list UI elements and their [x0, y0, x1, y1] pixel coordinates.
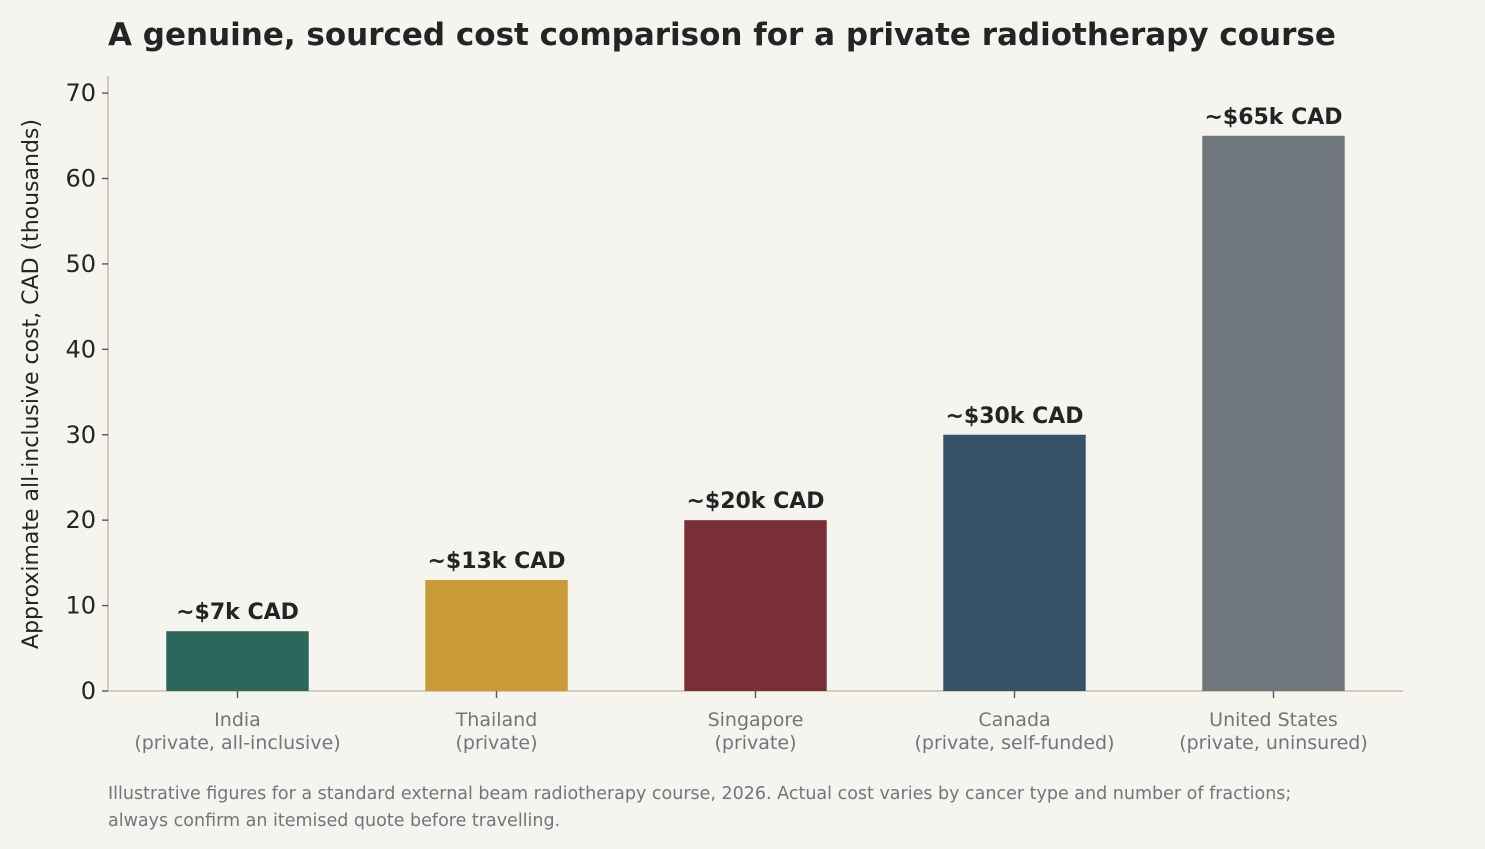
x-tick-line: Canada	[978, 709, 1050, 731]
data-label-3: ~$30k CAD	[945, 404, 1083, 429]
y-tick-label: 20	[65, 506, 96, 534]
x-tick-line: Singapore	[708, 709, 804, 731]
x-tick-label-4: United States (private, uninsured)	[1179, 709, 1368, 754]
y-tick-label: 0	[81, 677, 96, 705]
x-tick-label-0: India (private, all-inclusive)	[134, 709, 340, 754]
plot-area: 0 10 20 30 40 50 60 70 ~$7k CAD India (private, al…	[65, 76, 1403, 754]
y-tick-label: 30	[65, 421, 96, 449]
x-tick-line: India	[214, 709, 261, 731]
x-tick-label-2: Singapore (private)	[708, 709, 804, 754]
y-tick-label: 70	[65, 79, 96, 107]
x-tick-line: Thailand	[455, 709, 538, 731]
footnote-line-0: Illustrative figures for a standard exte…	[108, 784, 1291, 804]
bar-4	[1202, 135, 1345, 691]
y-tick-label: 60	[65, 165, 96, 193]
bar-0	[166, 631, 309, 691]
x-tick-line: United States	[1209, 709, 1338, 731]
y-tick-label: 10	[65, 592, 96, 620]
bar-1	[425, 579, 568, 691]
x-tick-line: (private)	[455, 732, 537, 754]
data-label-1: ~$13k CAD	[427, 549, 565, 574]
footnote-line-1: always confirm an itemised quote before …	[108, 811, 560, 831]
data-label-2: ~$20k CAD	[686, 489, 824, 514]
y-axis-label: Approximate all-inclusive cost, CAD (tho…	[19, 119, 44, 649]
data-label-4: ~$65k CAD	[1204, 105, 1342, 130]
x-tick-line: (private, all-inclusive)	[134, 732, 340, 754]
bar-2	[684, 520, 827, 691]
x-tick-line: (private, self-funded)	[914, 732, 1114, 754]
x-tick-label-3: Canada (private, self-funded)	[914, 709, 1114, 754]
y-tick-label: 50	[65, 250, 96, 278]
x-tick-label-1: Thailand (private)	[455, 709, 538, 754]
x-tick-line: (private)	[714, 732, 796, 754]
y-tick-label: 40	[65, 335, 96, 363]
footnote: Illustrative figures for a standard exte…	[108, 784, 1291, 831]
x-tick-line: (private, uninsured)	[1179, 732, 1368, 754]
bar-3	[943, 434, 1086, 691]
data-label-0: ~$7k CAD	[176, 600, 299, 625]
chart-title: A genuine, sourced cost comparison for a…	[108, 17, 1336, 53]
